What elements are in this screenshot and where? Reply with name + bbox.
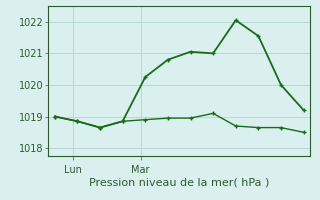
X-axis label: Pression niveau de la mer( hPa ): Pression niveau de la mer( hPa ) (89, 178, 269, 188)
